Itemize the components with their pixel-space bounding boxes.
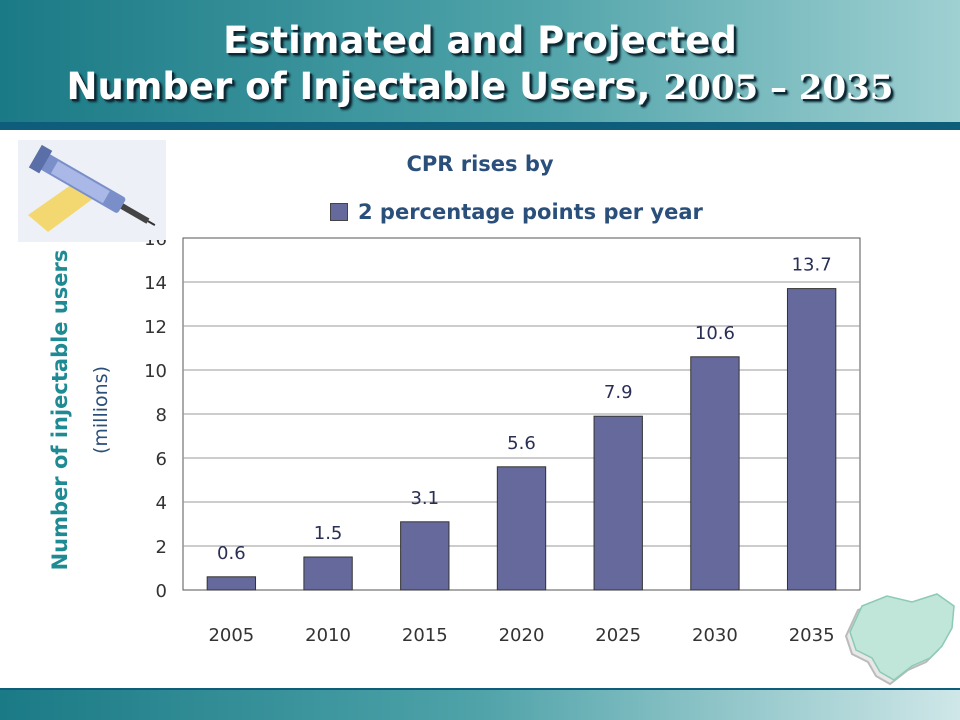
x-tick-label: 2020 — [499, 625, 545, 646]
data-label: 1.5 — [314, 523, 343, 544]
y-tick-label: 12 — [144, 317, 167, 338]
chart-legend: 2 percentage points per year — [330, 198, 703, 226]
title-line-2: Number of Injectable Users, 2005 – 2035 — [0, 64, 960, 111]
title-years: 2005 – 2035 — [663, 68, 894, 108]
x-tick-label: 2035 — [789, 625, 835, 646]
data-label: 10.6 — [695, 323, 735, 344]
data-label: 3.1 — [410, 488, 439, 509]
bar — [400, 521, 450, 591]
nigeria-map-icon — [842, 588, 960, 688]
data-label: 7.9 — [604, 382, 633, 403]
x-tick-label: 2005 — [208, 625, 254, 646]
y-tick-label: 8 — [156, 405, 167, 426]
y-tick-label: 14 — [144, 273, 167, 294]
title-text: Number of Injectable Users, — [66, 65, 664, 108]
y-tick-label: 4 — [156, 493, 167, 514]
footer-band — [0, 690, 960, 720]
bar — [786, 288, 837, 591]
data-label: 13.7 — [792, 255, 832, 276]
y-tick-label: 16 — [144, 229, 167, 250]
bar — [593, 415, 643, 591]
x-tick-label: 2030 — [692, 625, 738, 646]
bar — [496, 466, 547, 591]
x-tick-label: 2015 — [402, 625, 448, 646]
chart-title: CPR rises by — [406, 152, 554, 176]
bar — [690, 356, 740, 591]
data-label: 5.6 — [507, 433, 536, 454]
legend-swatch — [330, 203, 348, 221]
y-tick-label: 6 — [156, 449, 167, 470]
data-label: 0.6 — [217, 543, 246, 564]
slide-title: Estimated and Projected Number of Inject… — [0, 18, 960, 111]
x-tick-label: 2025 — [595, 625, 641, 646]
y-tick-label: 10 — [144, 361, 167, 382]
legend-label: 2 percentage points per year — [358, 200, 703, 224]
syringe-icon — [18, 140, 166, 242]
header-rule — [0, 122, 960, 130]
title-line-1: Estimated and Projected — [223, 19, 737, 62]
bar — [206, 576, 257, 591]
bar — [303, 556, 353, 591]
x-tick-label: 2010 — [305, 625, 351, 646]
header-band — [0, 0, 960, 122]
y-tick-label: 2 — [156, 537, 167, 558]
y-tick-label: 0 — [156, 581, 167, 602]
